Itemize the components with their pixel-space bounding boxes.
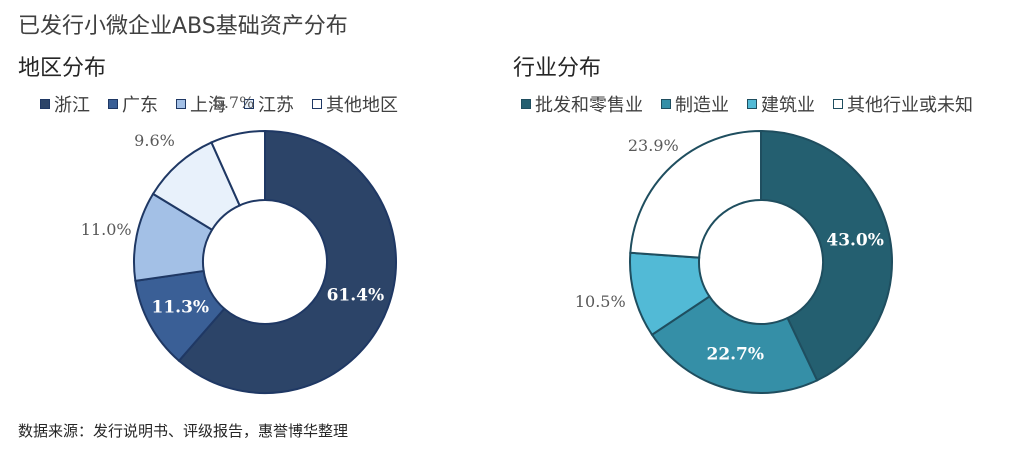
industry-donut-chart: 43.0% 22.7% 10.5% 23.9% (575, 129, 893, 394)
legend-item: 其他行业或未知 (833, 91, 973, 117)
legend-swatch (833, 99, 843, 109)
legend-label: 上海 (190, 95, 226, 116)
legend-label: 建筑业 (761, 95, 815, 116)
legend-item: 批发和零售业 (521, 91, 643, 117)
legend-label: 江苏 (258, 95, 294, 116)
industry-legend: 批发和零售业 制造业 建筑业 其他行业或未知 (521, 91, 973, 117)
data-label: 61.4% (327, 285, 385, 305)
legend-item: 其他地区 (312, 91, 398, 117)
legend-label: 其他地区 (326, 95, 398, 116)
legend-item: 上海 (176, 91, 226, 117)
legend-label: 广东 (122, 95, 158, 116)
region-donut-chart: 61.4% 11.3% 11.0% 9.6% 6.7% (81, 93, 397, 394)
legend-label: 制造业 (675, 95, 729, 116)
legend-label: 批发和零售业 (535, 95, 643, 116)
legend-swatch (244, 99, 254, 109)
legend-swatch (661, 99, 671, 109)
data-source-note: 数据来源：发行说明书、评级报告，惠誉博华整理 (18, 422, 349, 440)
legend-item: 制造业 (661, 91, 729, 117)
legend-label: 其他行业或未知 (847, 95, 973, 116)
legend-item: 浙江 (40, 91, 90, 117)
legend-label: 浙江 (54, 95, 90, 116)
region-chart-title: 地区分布 (18, 56, 107, 81)
data-label: 11.0% (81, 220, 132, 239)
donut-slice (650, 295, 819, 394)
legend-item: 广东 (108, 91, 158, 117)
legend-swatch (108, 99, 118, 109)
legend-item: 建筑业 (747, 91, 815, 117)
legend-swatch (521, 99, 531, 109)
industry-chart-title: 行业分布 (513, 56, 602, 81)
legend-swatch (176, 99, 186, 109)
region-legend: 浙江 广东 上海 江苏 其他地区 (40, 91, 398, 117)
data-label: 11.3% (152, 298, 210, 318)
donut-slice (177, 129, 397, 394)
legend-swatch (40, 99, 50, 109)
data-label: 23.9% (628, 136, 679, 155)
data-label: 6.7% (214, 93, 255, 112)
donut-slice (760, 129, 893, 382)
data-label: 22.7% (706, 345, 764, 365)
page-title: 已发行小微企业ABS基础资产分布 (18, 14, 348, 39)
data-label: 10.5% (575, 292, 626, 311)
data-label: 43.0% (826, 230, 884, 250)
legend-item: 江苏 (244, 91, 294, 117)
legend-swatch (312, 99, 322, 109)
donut-slice (210, 129, 266, 207)
legend-swatch (747, 99, 757, 109)
donut-slice (629, 129, 762, 259)
data-label: 9.6% (134, 131, 175, 150)
